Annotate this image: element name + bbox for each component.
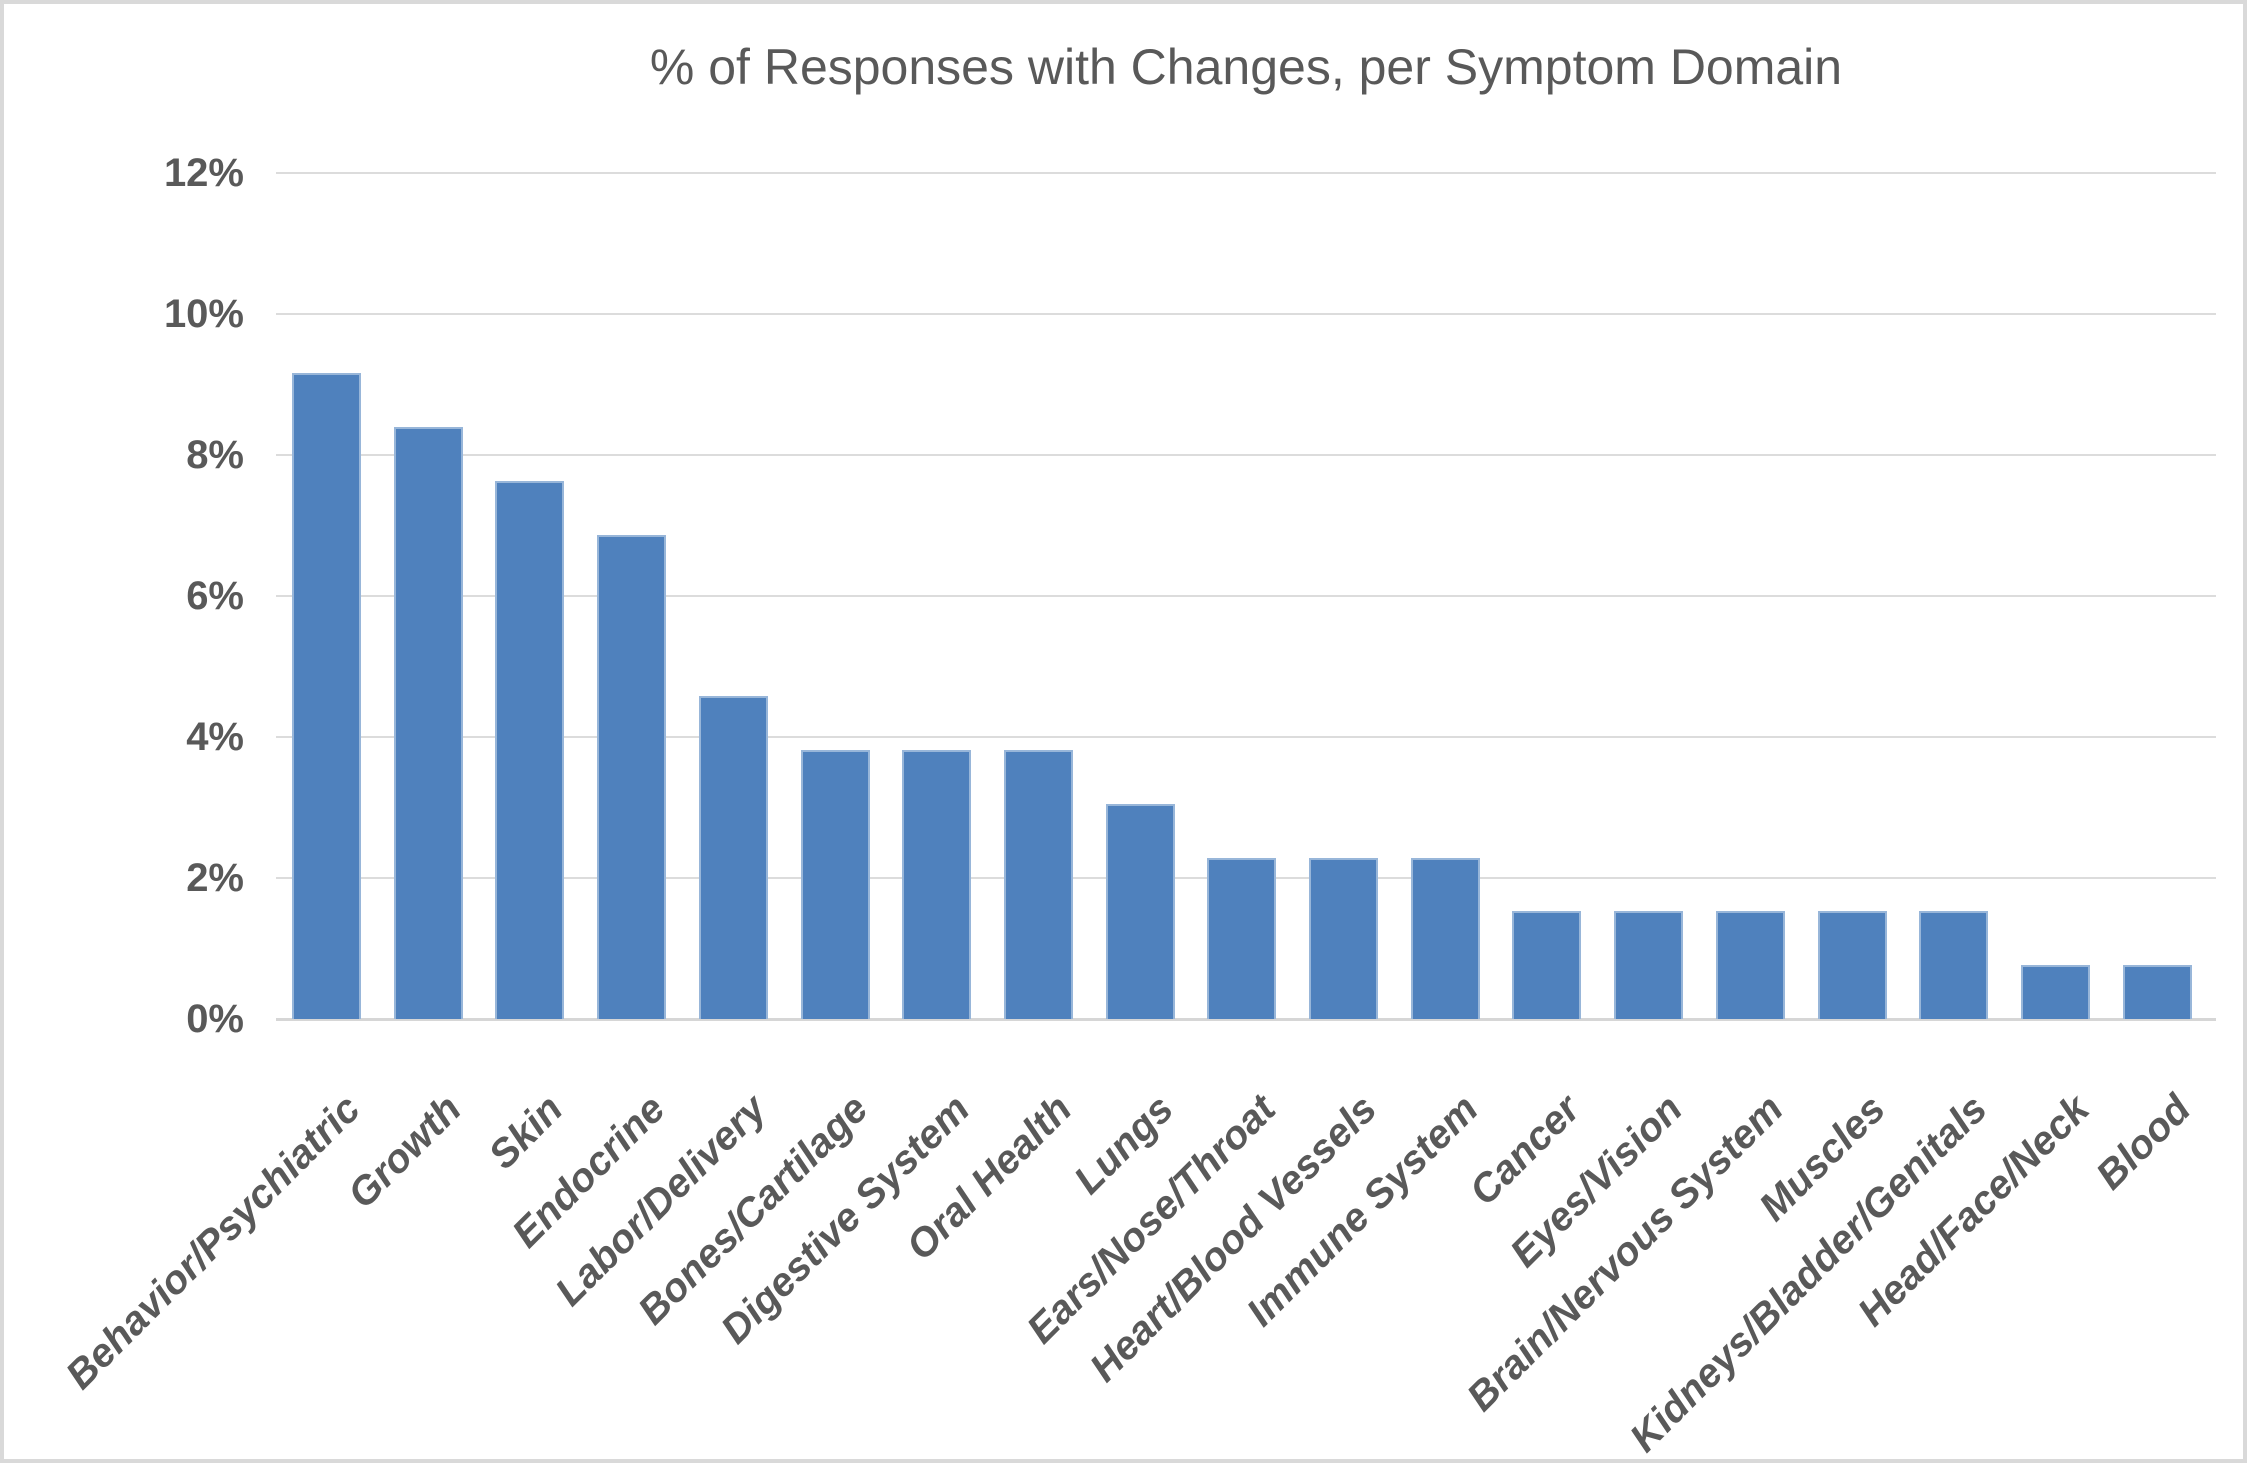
bar	[902, 749, 971, 1019]
y-tick-label: 8%	[186, 433, 244, 477]
bar	[1411, 857, 1480, 1019]
gridline	[276, 172, 2216, 174]
bar	[1716, 911, 1785, 1019]
bar	[1106, 803, 1175, 1019]
bar	[1512, 911, 1581, 1019]
y-tick-label: 6%	[186, 574, 244, 618]
bar	[1614, 911, 1683, 1019]
bar	[292, 373, 361, 1019]
gridline	[276, 454, 2216, 456]
y-tick-label: 4%	[186, 715, 244, 759]
bar	[699, 696, 768, 1019]
gridline	[276, 313, 2216, 315]
y-tick-label: 12%	[163, 151, 244, 195]
bar	[597, 534, 666, 1019]
x-axis-line	[276, 1018, 2216, 1021]
bar	[495, 481, 564, 1019]
gridline	[276, 736, 2216, 738]
bar	[394, 426, 463, 1019]
bar	[1919, 911, 1988, 1019]
gridline	[276, 595, 2216, 597]
bar	[1818, 911, 1887, 1019]
chart-title: % of Responses with Changes, per Symptom…	[649, 39, 1843, 95]
bar	[801, 749, 870, 1019]
plot-area	[4, 4, 2247, 1467]
bar	[1004, 749, 1073, 1019]
bar	[1309, 857, 1378, 1019]
bar	[1207, 857, 1276, 1019]
y-tick-label: 10%	[163, 292, 244, 336]
y-tick-label: 0%	[186, 997, 244, 1041]
bar	[2021, 965, 2090, 1019]
y-tick-label: 2%	[186, 856, 244, 900]
bar	[2123, 965, 2192, 1019]
